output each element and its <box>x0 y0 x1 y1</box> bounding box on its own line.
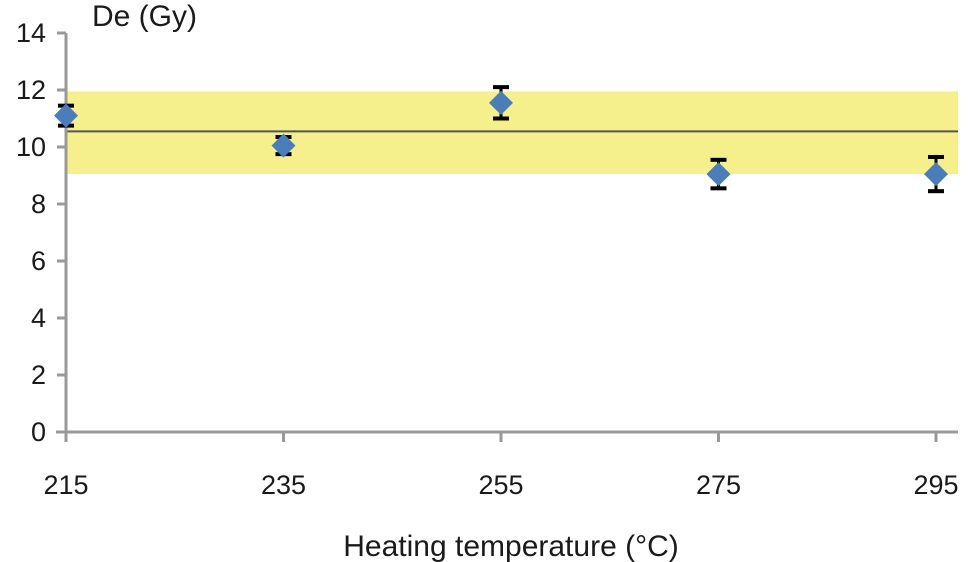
data-point-marker <box>271 133 296 158</box>
x-axis-title: Heating temperature (°C) <box>343 530 678 562</box>
x-ticks: 215 235 255 275 295 <box>43 432 959 500</box>
data-point-group <box>706 157 731 191</box>
y-tick-label: 6 <box>31 246 46 276</box>
data-point-marker <box>54 103 78 128</box>
y-tick-label: 4 <box>31 303 46 333</box>
y-tick-label: 12 <box>16 75 46 105</box>
data-point-group <box>54 103 78 128</box>
data-point-group <box>489 85 513 121</box>
y-ticks: 0 2 4 6 8 10 12 14 <box>16 18 66 447</box>
tolerance-band <box>66 91 958 175</box>
x-tick-label: 255 <box>478 470 523 500</box>
data-point-group <box>271 133 296 158</box>
data-point-marker <box>924 162 948 187</box>
y-tick-label: 14 <box>16 18 46 48</box>
y-tick-label: 0 <box>31 417 46 447</box>
data-points <box>54 85 948 194</box>
x-tick-label: 215 <box>43 470 88 500</box>
data-point-group <box>924 154 948 194</box>
data-point-marker <box>706 162 731 187</box>
x-tick-label: 295 <box>913 470 958 500</box>
y-tick-label: 2 <box>31 360 46 390</box>
data-point-marker <box>489 90 513 115</box>
x-tick-label: 235 <box>261 470 306 500</box>
y-axis-title: De (Gy) <box>92 0 197 33</box>
x-tick-label: 275 <box>696 470 741 500</box>
y-tick-label: 10 <box>16 132 46 162</box>
y-tick-label: 8 <box>31 189 46 219</box>
